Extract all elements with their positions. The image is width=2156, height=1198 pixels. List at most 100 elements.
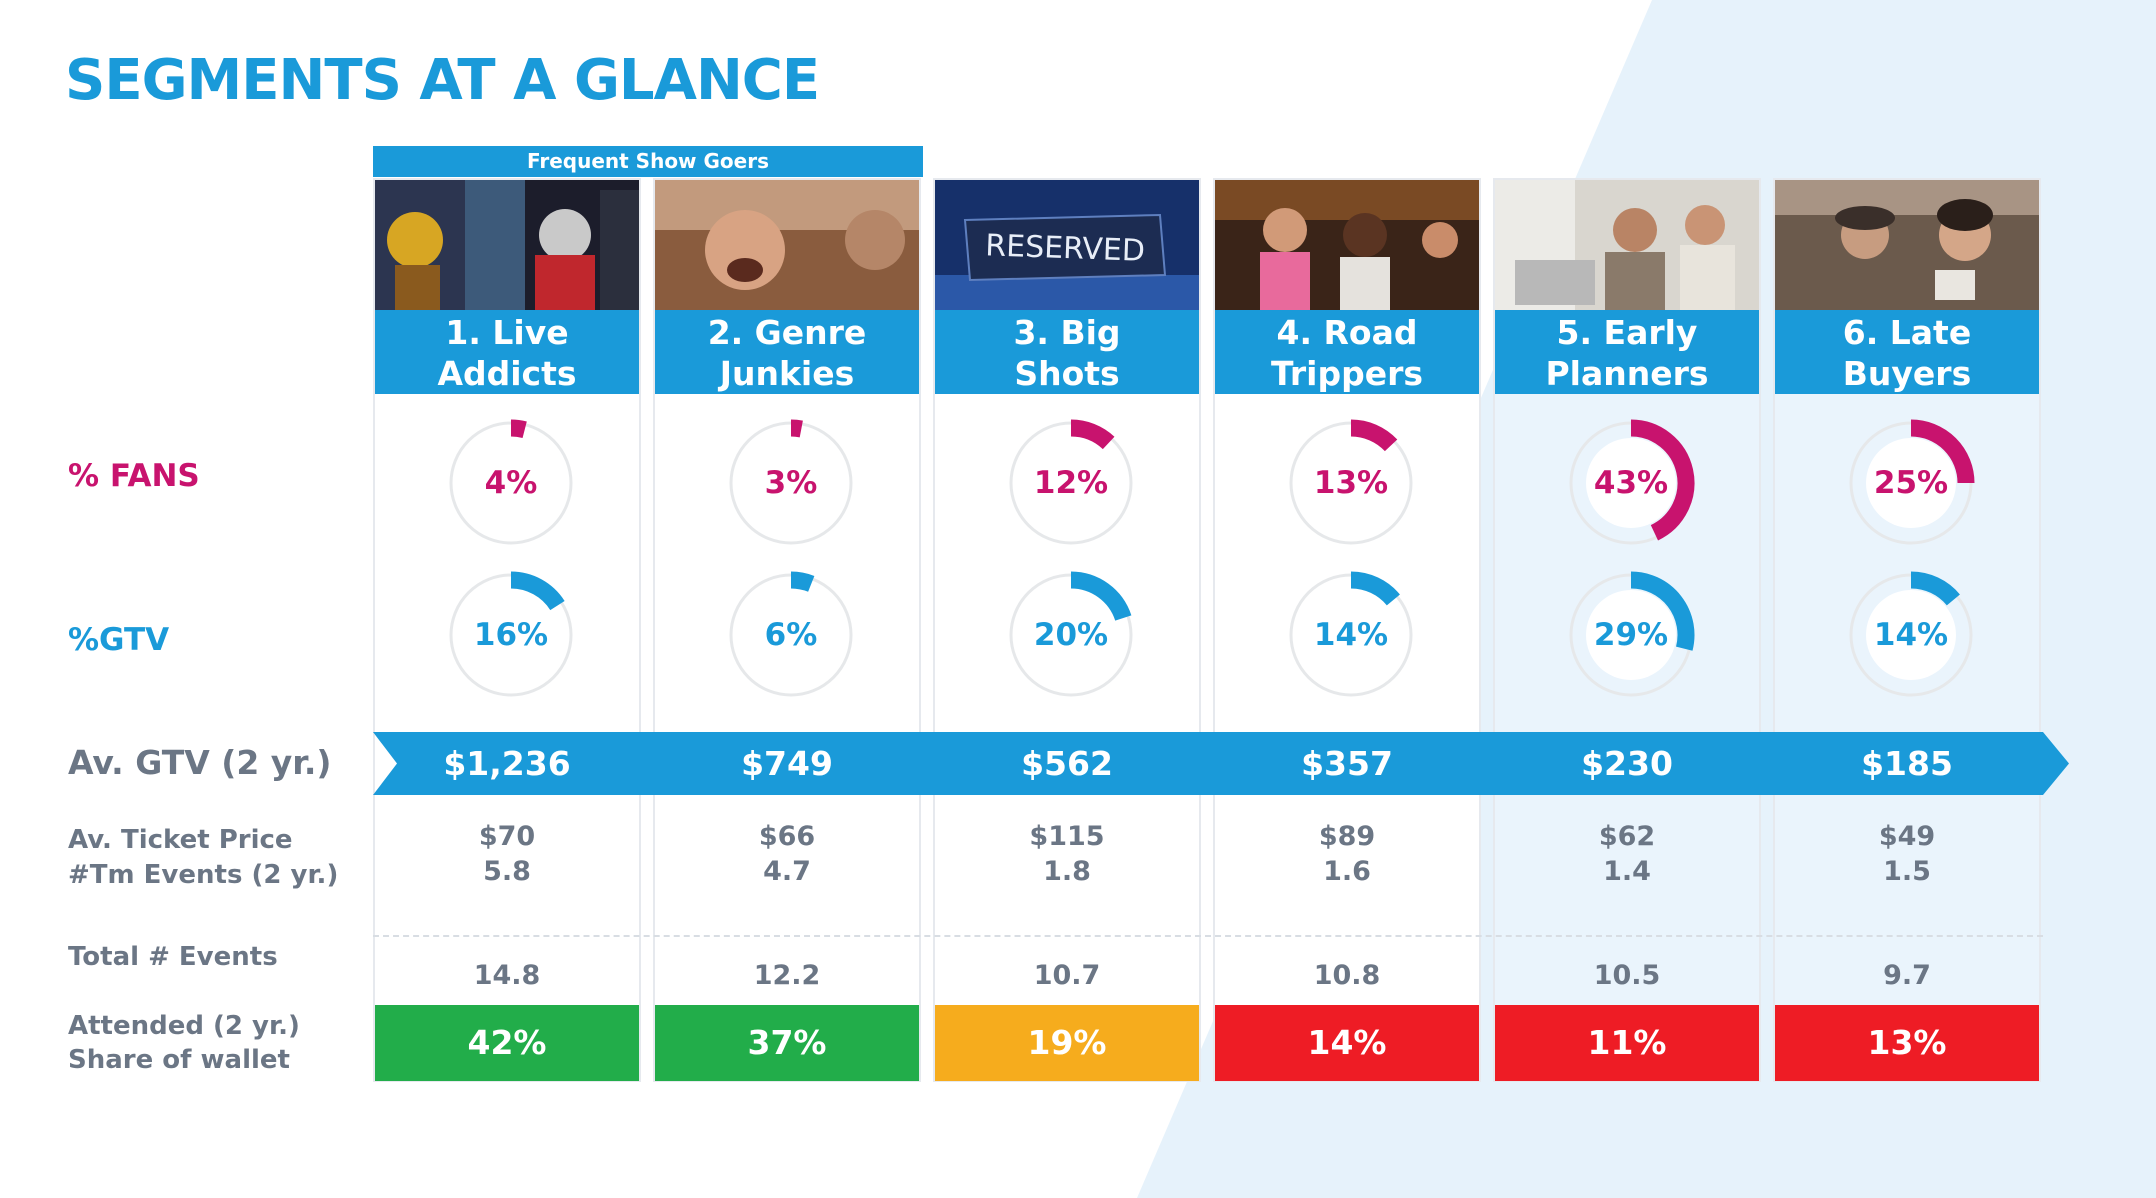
gtv-donut: 14% (1841, 565, 1981, 705)
gtv-donut: 29% (1561, 565, 1701, 705)
segment-header: 4. Road Trippers (1215, 310, 1479, 394)
reserved-sign-text: RESERVED (985, 228, 1146, 269)
gtv-arc (790, 571, 815, 592)
avg-gtv-value: $230 (1581, 744, 1673, 783)
ticket-price-value: $70 (478, 821, 536, 852)
dashed-divider (373, 935, 2043, 937)
gtv-value-label: 29% (1593, 617, 1669, 653)
segment-name-line2: Addicts (437, 354, 577, 393)
total-events-value: 10.7 (1033, 960, 1101, 991)
segment-name-line1: 1. Live (445, 313, 569, 352)
gtv-arc (1070, 571, 1132, 621)
avg-gtv-value: $749 (741, 744, 833, 783)
gtv-arc (1630, 571, 1695, 651)
segment-header: 5. Early Planners (1495, 310, 1759, 394)
fans-value-label: 25% (1873, 465, 1949, 501)
segment-header: 1. Live Addicts (375, 310, 639, 394)
donut-center (1306, 590, 1396, 680)
segment-photo-early-planners (1495, 180, 1759, 310)
group-banner-frequent-show-goers: Frequent Show Goers (373, 146, 923, 177)
donut-center (746, 590, 836, 680)
ticket-price-value: $49 (1878, 821, 1936, 852)
tm-events-value: 1.5 (1883, 856, 1931, 887)
row-label-attended: Attended (2 yr.) (68, 1011, 300, 1041)
donut-center (1586, 590, 1676, 680)
segment-header: 2. Genre Junkies (655, 310, 919, 394)
tm-events-value: 1.8 (1043, 856, 1091, 887)
gtv-arc (510, 571, 565, 611)
avg-gtv-value: $1,236 (443, 744, 571, 783)
avg-gtv-arrow (373, 732, 2069, 795)
segment-photo-road-trippers (1215, 180, 1479, 310)
avg-gtv-value: $185 (1861, 744, 1953, 783)
ticket-price-value: $66 (758, 821, 816, 852)
gtv-donut: 16% (441, 565, 581, 705)
fans-donut: 43% (1561, 413, 1701, 553)
fans-value-label: 3% (764, 465, 818, 501)
fans-value-label: 43% (1593, 465, 1669, 501)
share-of-wallet-value: 19% (935, 1005, 1199, 1081)
tm-events-value: 1.4 (1603, 856, 1651, 887)
share-of-wallet-value: 11% (1495, 1005, 1759, 1081)
donut-center (1586, 438, 1676, 528)
fans-arc (1630, 419, 1695, 541)
ticket-price-value: $89 (1318, 821, 1376, 852)
total-events-value: 9.7 (1883, 960, 1931, 991)
segment-name-line1: 2. Genre (707, 313, 867, 352)
segment-photo-genre-junkies (655, 180, 919, 310)
donut-center (1866, 438, 1956, 528)
tm-events-value: 5.8 (483, 856, 531, 887)
segment-header: 3. Big Shots (935, 310, 1199, 394)
page-title: SEGMENTS AT A GLANCE (65, 48, 820, 113)
segment-name-line2: Trippers (1270, 354, 1423, 393)
fans-value-label: 13% (1313, 465, 1389, 501)
avg-gtv-value: $357 (1301, 744, 1393, 783)
gtv-value-label: 6% (764, 617, 818, 653)
total-events-value: 14.8 (473, 960, 541, 991)
segment-column-live-addicts: 1. Live Addicts (373, 178, 641, 1082)
fans-donut: 3% (721, 413, 861, 553)
gtv-value-label: 16% (473, 617, 549, 653)
fans-arc (510, 419, 527, 439)
fans-donut: 4% (441, 413, 581, 553)
fans-donut: 12% (1001, 413, 1141, 553)
share-of-wallet-value: 42% (375, 1005, 639, 1081)
segment-name-line2: Buyers (1842, 354, 1972, 393)
donut-center (746, 438, 836, 528)
ticket-price-value: $62 (1598, 821, 1656, 852)
segment-name-line2: Planners (1545, 354, 1709, 393)
row-label-share-wallet: Share of wallet (68, 1045, 290, 1075)
total-events-value: 10.8 (1313, 960, 1381, 991)
fans-arc (1070, 419, 1115, 450)
segment-name-line1: 4. Road (1276, 313, 1418, 352)
segment-name-line2: Junkies (719, 354, 855, 393)
segment-photo-big-shots: RESERVED (935, 180, 1199, 310)
tm-events-value: 1.6 (1323, 856, 1371, 887)
fans-arc (790, 419, 803, 438)
row-label-fans: % FANS (68, 458, 200, 494)
gtv-value-label: 20% (1033, 617, 1109, 653)
segment-name-line1: 6. Late (1842, 313, 1972, 352)
gtv-arc (1910, 571, 1960, 606)
segment-name-line1: 3. Big (1013, 313, 1121, 352)
fans-donut: 25% (1841, 413, 1981, 553)
row-label-ticket-price: Av. Ticket Price (68, 825, 293, 855)
segment-name-line2: Shots (1014, 354, 1120, 393)
total-events-value: 12.2 (753, 960, 821, 991)
ticket-price-value: $115 (1029, 821, 1105, 852)
row-label-tm-events: #Tm Events (2 yr.) (68, 860, 339, 890)
gtv-value-label: 14% (1313, 617, 1389, 653)
segment-header: 6. Late Buyers (1775, 310, 2039, 394)
donut-center (466, 438, 556, 528)
avg-gtv-value: $562 (1021, 744, 1113, 783)
gtv-value-label: 14% (1873, 617, 1949, 653)
donut-center (1866, 590, 1956, 680)
donut-center (466, 590, 556, 680)
row-label-gtv: %GTV (68, 622, 170, 658)
fans-value-label: 12% (1033, 465, 1109, 501)
fans-donut: 13% (1281, 413, 1421, 553)
total-events-value: 10.5 (1593, 960, 1661, 991)
row-label-avg-gtv: Av. GTV (2 yr.) (68, 743, 332, 782)
segment-photo-live-addicts (375, 180, 639, 310)
fans-arc (1350, 419, 1398, 452)
